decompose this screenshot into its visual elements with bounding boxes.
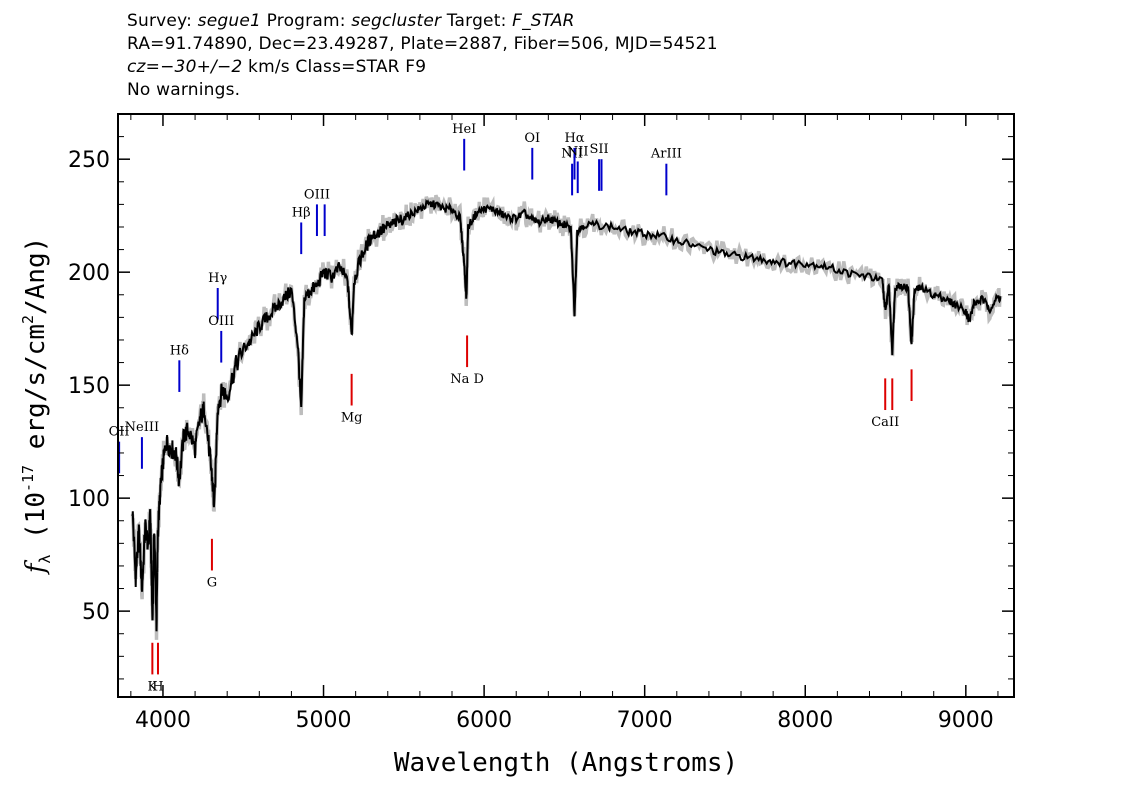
cz-value: cz=−30+/−2 bbox=[127, 57, 243, 77]
y-axis-units-2: erg/s/cm bbox=[21, 324, 51, 465]
x-tick-label: 6000 bbox=[456, 708, 512, 733]
spectrum-header: Survey: segue1 Program: segcluster Targe… bbox=[127, 10, 718, 102]
line-label: Mg bbox=[341, 411, 363, 426]
y-axis-units: (10 bbox=[21, 492, 51, 555]
axis-ticks: 4000 5000 6000 7000 8000 9000 50 100 150 200 250 bbox=[68, 114, 1014, 733]
line-label: OI bbox=[524, 131, 540, 146]
y-axis-title: fλ (10-17 erg/s/cm2/Ang) bbox=[19, 237, 54, 576]
line-label: SII bbox=[589, 142, 608, 157]
target-value: F_STAR bbox=[512, 11, 575, 31]
y-tick-label: 250 bbox=[68, 148, 110, 173]
spectrum-line bbox=[131, 198, 1002, 632]
x-tick-label: 7000 bbox=[617, 708, 673, 733]
header-line-coordinates: RA=91.74890, Dec=23.49287, Plate=2887, F… bbox=[127, 34, 718, 54]
x-axis-title: Wavelength (Angstroms) bbox=[394, 748, 738, 778]
line-label: HeI bbox=[452, 122, 476, 137]
line-label: OIII bbox=[208, 314, 234, 329]
y-tick-label: 200 bbox=[68, 261, 110, 286]
line-label: NII bbox=[567, 144, 589, 159]
y-axis-symbol-subscript: λ bbox=[36, 555, 54, 564]
plot-frame bbox=[117, 113, 1015, 698]
survey-value: segue1 bbox=[197, 11, 261, 31]
x-tick-label: 5000 bbox=[296, 708, 352, 733]
line-label: K bbox=[148, 679, 158, 694]
header-line-redshift: cz=−30+/−2 km/s Class=STAR F9 bbox=[127, 56, 718, 79]
line-label: ArIII bbox=[650, 147, 682, 162]
header-line-survey: Survey: segue1 Program: segcluster Targe… bbox=[127, 10, 718, 33]
line-label: NII bbox=[561, 147, 583, 162]
x-tick-label: 4000 bbox=[135, 708, 191, 733]
line-label: Na D bbox=[450, 372, 484, 387]
header-line-warnings: No warnings. bbox=[127, 80, 241, 100]
program-value: segcluster bbox=[351, 11, 442, 31]
y-axis-exponent: -17 bbox=[19, 465, 37, 492]
y-axis-units-3: /Ang) bbox=[21, 237, 51, 315]
y-tick-label: 100 bbox=[68, 487, 110, 512]
class-value: km/s Class=STAR F9 bbox=[242, 57, 427, 77]
line-label: OII bbox=[109, 425, 130, 440]
line-label: Hγ bbox=[208, 271, 227, 286]
program-label: Program: bbox=[261, 11, 352, 31]
y-tick-label: 50 bbox=[82, 600, 110, 625]
line-label: Hα bbox=[564, 131, 584, 146]
x-tick-label: 9000 bbox=[938, 708, 994, 733]
y-tick-label: 150 bbox=[68, 374, 110, 399]
y-axis-exponent-2: 2 bbox=[19, 315, 37, 324]
line-label: H bbox=[152, 679, 163, 694]
line-label: Hδ bbox=[170, 343, 189, 358]
line-label: NeIII bbox=[125, 420, 159, 435]
line-label: G bbox=[207, 575, 217, 590]
survey-label: Survey: bbox=[127, 11, 198, 31]
target-label: Target: bbox=[441, 11, 513, 31]
line-label: OIII bbox=[304, 187, 330, 202]
line-label: CaII bbox=[871, 415, 899, 430]
x-tick-label: 8000 bbox=[777, 708, 833, 733]
line-label: Hβ bbox=[292, 205, 311, 220]
